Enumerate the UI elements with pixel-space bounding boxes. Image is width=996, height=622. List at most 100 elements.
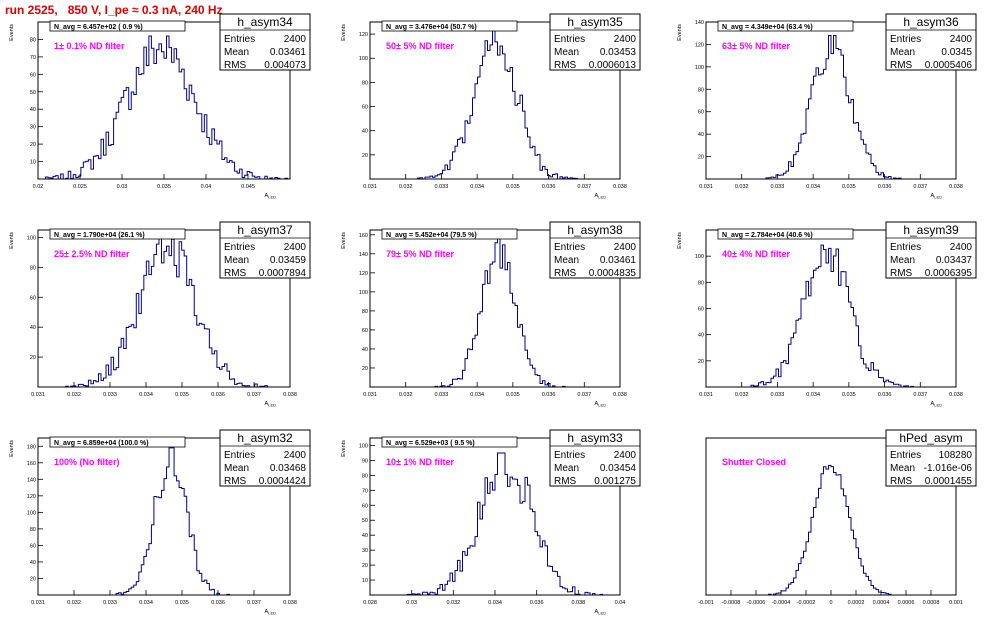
stats-value: 0.03453 [600, 47, 637, 58]
navg-label: N_avg = 6.859e+04 (100.0 %) [54, 440, 149, 447]
x-tick-label: 0.045 [241, 184, 255, 190]
histogram-panel-h_asym34: 0.02 0.025 0.03 0.035 0.04 0.045 10 20 30 40 50 60 7… [9, 13, 311, 200]
page-title: run 2525, 850 V, I_pe ≈ 0.3 nA, 240 Hz [5, 3, 223, 17]
stats-value: 0.0004424 [259, 476, 307, 487]
navg-box [381, 20, 518, 32]
x-tick-label: 0.035 [157, 184, 171, 190]
histogram-line-h_asym34 [38, 35, 290, 180]
histogram-name: h_asym35 [567, 15, 623, 29]
y-tick-label: 40 [698, 333, 704, 339]
stats-value: 0.03459 [270, 255, 307, 266]
x-tick-label: 0.031 [699, 184, 713, 190]
y-tick-label: 100 [359, 290, 368, 296]
stats-label: Entries [224, 450, 255, 461]
filter-annotation: 100% (No filter) [54, 457, 120, 467]
y-axis-label: Events [9, 440, 15, 457]
stats-value: 0.0006395 [925, 268, 973, 279]
histogram-line-h_asym37 [38, 235, 290, 388]
stats-label: RMS [224, 268, 247, 279]
y-axis-label: Events [9, 24, 15, 41]
stats-box [549, 429, 641, 487]
y-tick-label: 100 [27, 235, 36, 241]
y-tick-label: 60 [30, 543, 36, 549]
stats-label: RMS [224, 60, 247, 71]
y-tick-label: 80 [30, 37, 36, 43]
stats-box [219, 13, 311, 71]
y-tick-label: 40 [698, 132, 704, 138]
stats-value: 0.004073 [264, 60, 306, 71]
y-tick-label: 80 [362, 309, 368, 315]
y-tick-label: 40 [362, 533, 368, 539]
y-tick-label: 120 [359, 271, 368, 277]
stats-label: Mean [890, 255, 915, 266]
y-tick-label: 60 [30, 72, 36, 78]
histogram-line-h_asym39 [706, 244, 956, 388]
y-tick-label: 40 [30, 107, 36, 113]
x-tick-label: 0.04 [615, 600, 626, 606]
histogram-name: h_asym37 [237, 223, 293, 237]
y-tick-label: 20 [30, 355, 36, 361]
x-axis-label: ALED [595, 193, 607, 200]
histogram-name: hPed_asym [899, 431, 962, 445]
x-tick-label: 0.038 [571, 600, 585, 606]
y-tick-label: 60 [362, 105, 368, 111]
x-tick-label: 0.033 [771, 184, 785, 190]
filter-annotation: 63± 5% ND filter [722, 41, 790, 51]
y-tick-label: 80 [698, 280, 704, 286]
x-tick-label: 0.028 [363, 600, 377, 606]
y-axis-label: Events [341, 24, 347, 41]
navg-box [381, 228, 518, 240]
x-tick-label: 0.032 [399, 184, 413, 190]
x-tick-label: 0.038 [613, 184, 627, 190]
stats-label: RMS [890, 60, 913, 71]
x-tick-label: 0.031 [363, 184, 377, 190]
x-tick-label: 0.035 [506, 184, 520, 190]
stats-label: Entries [890, 450, 921, 461]
y-tick-label: 120 [695, 42, 704, 48]
stats-label: Entries [554, 450, 585, 461]
x-tick-label: 0.038 [283, 600, 297, 606]
stats-label: RMS [890, 268, 913, 279]
x-tick-label: 0.025 [73, 184, 87, 190]
x-tick-label: 0.036 [878, 392, 892, 398]
y-axis-label: Events [9, 232, 15, 249]
x-tick-label: 0.031 [31, 600, 45, 606]
y-tick-label: 70 [30, 55, 36, 61]
filter-annotation: 40± 4% ND filter [722, 249, 790, 259]
stats-value: 2400 [614, 450, 637, 461]
navg-box [49, 20, 186, 32]
navg-label: N_avg = 3.476e+04 (50.7 %) [386, 24, 477, 31]
y-tick-label: 20 [362, 153, 368, 159]
stats-label: Entries [890, 242, 921, 253]
x-tick-label: 0.0006 [898, 600, 915, 606]
x-tick-label: 0.034 [806, 184, 820, 190]
histogram-name: h_asym38 [567, 223, 623, 237]
y-tick-label: 20 [30, 142, 36, 148]
stats-value: 2400 [284, 34, 307, 45]
stats-value: 0.0004835 [589, 268, 637, 279]
x-tick-label: 0.032 [735, 392, 749, 398]
y-tick-label: 160 [359, 233, 368, 239]
stats-label: RMS [554, 476, 577, 487]
y-axis-label: Events [677, 24, 683, 41]
stats-label: Entries [554, 34, 585, 45]
y-tick-label: 60 [362, 503, 368, 509]
navg-label: N_avg = 1.790e+04 (26.1 %) [54, 232, 145, 239]
x-tick-label: -0.0006 [747, 600, 766, 606]
stats-label: RMS [890, 476, 913, 487]
stats-label: Mean [224, 255, 249, 266]
y-tick-label: 20 [362, 563, 368, 569]
x-tick-label: 0 [829, 600, 832, 606]
y-tick-label: 80 [362, 80, 368, 86]
x-tick-label: 0.036 [878, 184, 892, 190]
stats-value: 0.0345 [941, 47, 972, 58]
y-tick-label: 50 [362, 518, 368, 524]
histogram-name: h_asym36 [903, 15, 959, 29]
histogram-panel-h_asym36: 0.031 0.032 0.033 0.034 0.035 0.036 0.037 0.038… [677, 13, 977, 200]
x-tick-label: 0.034 [139, 600, 153, 606]
y-tick-label: 100 [359, 443, 368, 449]
y-axis-label: Events [341, 232, 347, 249]
stats-value: 0.03468 [270, 463, 307, 474]
stats-value: 0.0007894 [259, 268, 307, 279]
x-tick-label: 0.034 [488, 600, 502, 606]
